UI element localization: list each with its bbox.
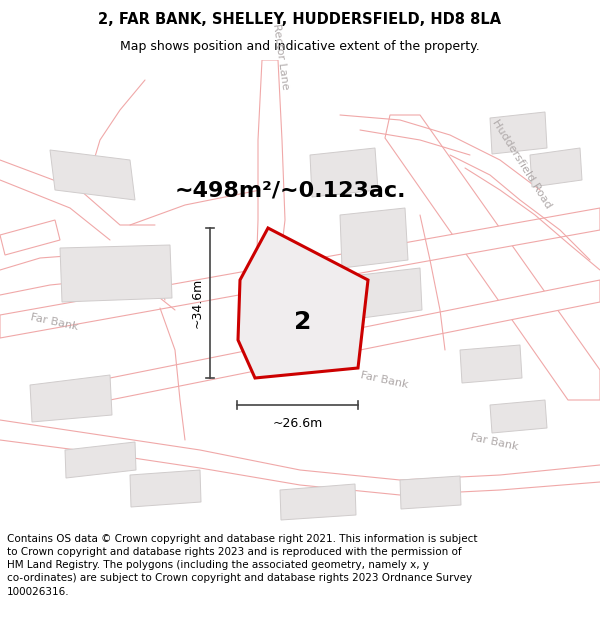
Polygon shape (256, 60, 285, 310)
Polygon shape (385, 115, 600, 400)
Text: Contains OS data © Crown copyright and database right 2021. This information is : Contains OS data © Crown copyright and d… (7, 534, 478, 596)
Text: ~34.6m: ~34.6m (191, 278, 204, 328)
Polygon shape (360, 268, 422, 318)
Polygon shape (340, 208, 408, 268)
Polygon shape (50, 150, 135, 200)
Text: 2: 2 (294, 311, 311, 334)
Text: Huddersfield Road: Huddersfield Road (490, 118, 553, 210)
Polygon shape (60, 245, 172, 302)
Polygon shape (30, 375, 112, 422)
Polygon shape (65, 442, 136, 478)
Text: Far Bank: Far Bank (360, 370, 410, 390)
Polygon shape (280, 484, 356, 520)
Text: Map shows position and indicative extent of the property.: Map shows position and indicative extent… (120, 40, 480, 53)
Polygon shape (100, 280, 600, 402)
Polygon shape (490, 112, 547, 154)
Text: ~498m²/~0.123ac.: ~498m²/~0.123ac. (174, 180, 406, 200)
Text: 2, FAR BANK, SHELLEY, HUDDERSFIELD, HD8 8LA: 2, FAR BANK, SHELLEY, HUDDERSFIELD, HD8 … (98, 12, 502, 27)
Polygon shape (0, 220, 60, 255)
Polygon shape (400, 476, 461, 509)
Text: Far Bank: Far Bank (470, 432, 520, 452)
Polygon shape (310, 148, 378, 197)
Polygon shape (238, 228, 368, 378)
Polygon shape (490, 400, 547, 433)
Polygon shape (530, 148, 582, 187)
Text: ~26.6m: ~26.6m (272, 417, 323, 430)
Polygon shape (460, 345, 522, 383)
Text: Far Bank: Far Bank (30, 312, 80, 332)
Polygon shape (130, 470, 201, 507)
Polygon shape (0, 208, 600, 338)
Text: Rector Lane: Rector Lane (271, 22, 290, 90)
